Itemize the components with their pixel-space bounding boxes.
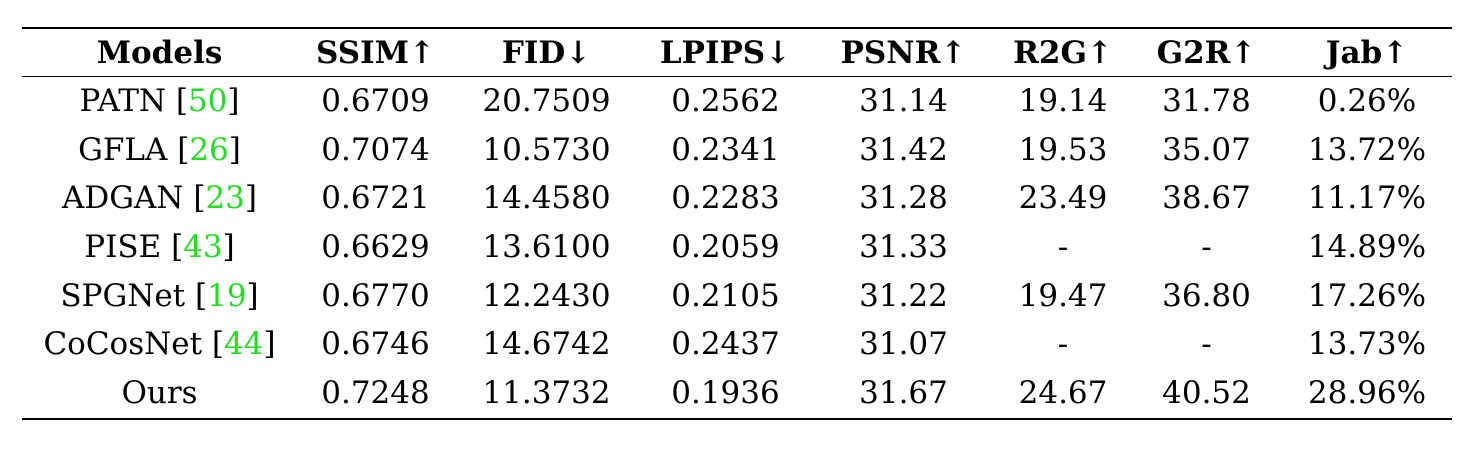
model-name: ADGAN bbox=[61, 180, 184, 217]
g2r-cell: 35.07 bbox=[1162, 131, 1251, 168]
model-cell: GFLA [26] bbox=[78, 131, 241, 168]
header-psnr: PSNR↑ bbox=[840, 34, 967, 71]
citation-link[interactable]: 44 bbox=[224, 326, 264, 363]
ssim-cell: 0.6629 bbox=[321, 229, 430, 266]
lpips-cell: 0.2437 bbox=[671, 326, 780, 363]
citation-link[interactable]: 43 bbox=[183, 229, 223, 266]
model-cell: SPGNet [19] bbox=[60, 277, 259, 314]
citation-link[interactable]: 19 bbox=[207, 277, 247, 314]
model-name: PISE bbox=[84, 229, 162, 266]
psnr-cell: 31.22 bbox=[859, 277, 948, 314]
psnr-cell: 31.67 bbox=[859, 374, 948, 411]
model-cell: Ours bbox=[22, 369, 297, 418]
g2r-cell: 38.67 bbox=[1162, 180, 1251, 217]
ssim-cell: 0.7074 bbox=[321, 131, 430, 168]
g2r-cell: 40.52 bbox=[1162, 374, 1251, 411]
table-bottom-rule bbox=[22, 418, 1452, 420]
g2r-cell: - bbox=[1201, 229, 1212, 266]
header-ssim: SSIM↑ bbox=[316, 34, 435, 71]
citation-link[interactable]: 23 bbox=[205, 180, 245, 217]
fid-cell: 12.2430 bbox=[482, 277, 611, 314]
table-row: SPGNet [19] 0.6770 12.2430 0.2105 31.22 19.47… bbox=[22, 271, 1452, 320]
table-row: ADGAN [23] 0.6721 14.4580 0.2283 31.28 23.49 3… bbox=[22, 174, 1452, 223]
table-row: PISE [43] 0.6629 13.6100 0.2059 31.33 - - 14.89… bbox=[22, 223, 1452, 272]
g2r-cell: 31.78 bbox=[1162, 83, 1251, 120]
r2g-cell: 23.49 bbox=[1018, 180, 1108, 217]
header-fid: FID↓ bbox=[501, 34, 592, 71]
header-jab: Jab↑ bbox=[1325, 34, 1409, 71]
table-row: GFLA [26] 0.7074 10.5730 0.2341 31.42 19.53 35… bbox=[22, 126, 1452, 175]
lpips-cell: 0.1936 bbox=[671, 374, 780, 411]
jab-cell: 28.96% bbox=[1307, 374, 1427, 411]
lpips-cell: 0.2562 bbox=[671, 83, 780, 120]
model-cell: PISE [43] bbox=[84, 229, 235, 266]
fid-cell: 14.4580 bbox=[482, 180, 611, 217]
table-row: CoCosNet [44] 0.6746 14.6742 0.2437 31.07 - - 1… bbox=[22, 320, 1452, 369]
lpips-cell: 0.2059 bbox=[671, 229, 780, 266]
model-name: GFLA bbox=[78, 131, 168, 168]
r2g-cell: 24.67 bbox=[1018, 374, 1108, 411]
jab-cell: 0.26% bbox=[1317, 83, 1417, 120]
model-name: PATN bbox=[79, 83, 166, 120]
fid-cell: 20.7509 bbox=[482, 83, 611, 120]
ssim-cell: 0.6721 bbox=[321, 180, 430, 217]
psnr-cell: 31.33 bbox=[859, 229, 948, 266]
ssim-cell: 0.7248 bbox=[321, 374, 430, 411]
jab-cell: 13.72% bbox=[1307, 131, 1427, 168]
model-name: CoCosNet bbox=[43, 326, 203, 363]
ssim-cell: 0.6746 bbox=[321, 326, 430, 363]
table-top-rule bbox=[22, 27, 1452, 29]
r2g-cell: - bbox=[1057, 326, 1069, 363]
ssim-cell: 0.6709 bbox=[321, 83, 430, 120]
jab-cell: 14.89% bbox=[1307, 229, 1427, 266]
fid-cell: 10.5730 bbox=[482, 131, 611, 168]
lpips-cell: 0.2283 bbox=[671, 180, 780, 217]
jab-cell: 17.26% bbox=[1307, 277, 1427, 314]
ssim-cell: 0.6770 bbox=[321, 277, 430, 314]
model-cell: PATN [50] bbox=[79, 83, 240, 120]
psnr-cell: 31.28 bbox=[859, 180, 948, 217]
citation-link[interactable]: 26 bbox=[189, 131, 229, 168]
model-name: SPGNet bbox=[60, 277, 186, 314]
header-models: Models bbox=[96, 34, 223, 71]
lpips-cell: 0.2341 bbox=[671, 131, 780, 168]
r2g-cell: 19.53 bbox=[1018, 131, 1108, 168]
g2r-cell: - bbox=[1201, 326, 1212, 363]
psnr-cell: 31.07 bbox=[859, 326, 948, 363]
table-row: Ours 0.7248 11.3732 0.1936 31.67 24.67 40.52 28… bbox=[22, 369, 1452, 418]
r2g-cell: 19.47 bbox=[1018, 277, 1108, 314]
citation-link[interactable]: 50 bbox=[187, 83, 228, 120]
header-lpips: LPIPS↓ bbox=[659, 34, 792, 71]
model-cell: CoCosNet [44] bbox=[43, 326, 276, 363]
fid-cell: 14.6742 bbox=[482, 326, 611, 363]
g2r-cell: 36.80 bbox=[1162, 277, 1251, 314]
header-g2r: G2R↑ bbox=[1156, 34, 1257, 71]
psnr-cell: 31.42 bbox=[859, 131, 948, 168]
fid-cell: 11.3732 bbox=[482, 374, 611, 411]
jab-cell: 11.17% bbox=[1307, 180, 1427, 217]
lpips-cell: 0.2105 bbox=[671, 277, 780, 314]
r2g-cell: 19.14 bbox=[1018, 83, 1108, 120]
results-table: Models SSIM↑ FID↓ LPIPS↓ PSNR↑ R2G↑ G2R↑… bbox=[22, 29, 1452, 417]
r2g-cell: - bbox=[1057, 229, 1069, 266]
psnr-cell: 31.14 bbox=[859, 83, 948, 120]
table-row: PATN [50] 0.6709 20.7509 0.2562 31.14 19.14 31… bbox=[22, 76, 1452, 126]
header-r2g: R2G↑ bbox=[1013, 34, 1113, 71]
model-name: Ours bbox=[121, 374, 198, 411]
fid-cell: 13.6100 bbox=[482, 229, 611, 266]
model-cell: ADGAN [23] bbox=[61, 180, 258, 217]
table-header-rule bbox=[22, 76, 1452, 77]
jab-cell: 13.73% bbox=[1307, 326, 1427, 363]
header-row: Models SSIM↑ FID↓ LPIPS↓ PSNR↑ R2G↑ G2R↑… bbox=[22, 29, 1452, 76]
